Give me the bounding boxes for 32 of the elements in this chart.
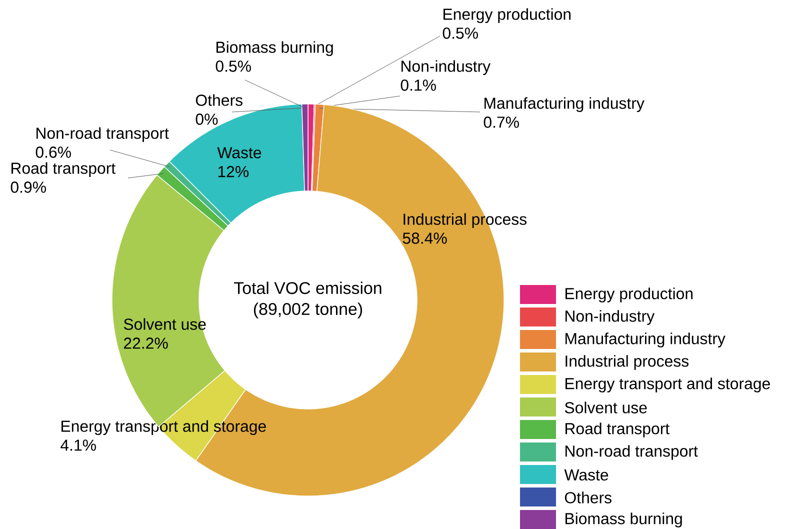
legend-label: Non-road transport xyxy=(566,445,698,460)
slice-label: Biomass burning xyxy=(216,41,333,56)
legend-label: Manufacturing industry xyxy=(566,332,726,348)
slice-label: Road transport xyxy=(12,162,116,178)
legend-label: Waste xyxy=(564,469,608,481)
slice-label: Non-industry xyxy=(402,60,491,76)
category-label: Others xyxy=(196,94,242,106)
data-label: 0.6% xyxy=(36,146,71,158)
data-label: 0.5% xyxy=(216,60,251,72)
legend-label: Industrial process xyxy=(566,355,689,370)
legend-label: Solvent use xyxy=(564,402,647,414)
slice-label: Energy production xyxy=(444,8,571,24)
legend-label: Others xyxy=(564,492,612,504)
legend-label: Road transport xyxy=(566,422,670,438)
text: Total VOC emission xyxy=(234,282,382,294)
legend-label: Biomass burning xyxy=(566,512,682,528)
data-label: 22.2% xyxy=(124,338,168,349)
data-label: 12% xyxy=(218,166,249,178)
legend-label: Non-industry xyxy=(566,310,655,325)
slice-label: Manufacturing industry xyxy=(484,97,644,112)
data-label: 0.1% xyxy=(400,80,436,91)
data-label: 0.9% xyxy=(10,182,46,193)
text: 0% xyxy=(196,114,218,125)
text: (89,002 tonne) xyxy=(254,302,362,318)
data-label: 4.1% xyxy=(60,440,96,451)
legend-label: Energy production xyxy=(566,288,693,302)
data-label: 0.5% xyxy=(442,28,478,39)
legend-label: Energy transport and storage xyxy=(566,378,770,392)
slice-label: Waste xyxy=(217,147,262,158)
slice-label: Non-road transport xyxy=(36,127,169,142)
data-label: 0.7% xyxy=(484,116,519,128)
data-label: 58.4% xyxy=(402,232,447,244)
